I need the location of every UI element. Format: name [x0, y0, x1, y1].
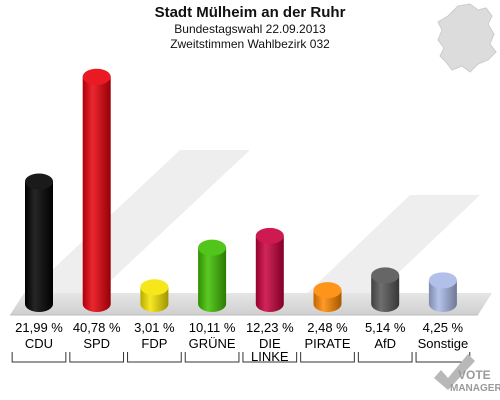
logo-line1: VOTE [458, 368, 491, 382]
chart-floor [10, 293, 492, 315]
chart-subtitle: Bundestagswahl 22.09.2013 [174, 22, 326, 36]
bar-cap [428, 272, 457, 289]
category-label: GRÜNE [188, 336, 236, 351]
bar-afd [371, 267, 400, 312]
bar-pirate [313, 282, 342, 312]
category-label: FDP [141, 336, 168, 351]
category-label: SPD [83, 336, 111, 351]
bar-body [371, 275, 400, 312]
chart-subtitle-2: Zweitstimmen Wahlbezirk 032 [170, 37, 330, 51]
bar-cap [198, 239, 227, 256]
bar-cap [313, 282, 342, 299]
bar-body [25, 181, 53, 312]
bar-die-linke [255, 227, 284, 312]
value-label: 2,48 % [307, 320, 348, 335]
value-label: 4,25 % [422, 320, 464, 335]
bar-cap [82, 68, 111, 85]
votemanager-logo: VOTE MANAGER [434, 354, 500, 394]
category-label: Sonstige [417, 336, 469, 351]
background-stripes [20, 150, 480, 300]
category-bracket [357, 352, 413, 363]
bar-body [82, 76, 111, 312]
logo-line2: MANAGER [450, 383, 500, 394]
chart-title: Stadt Mülheim an der Ruhr [154, 4, 346, 21]
bar-body [198, 247, 227, 312]
value-label: 3,01 % [134, 320, 175, 335]
category-bracket [300, 352, 355, 363]
chart-title-block: Stadt Mülheim an der Ruhr Bundestagswahl… [0, 4, 500, 52]
category-bracket [69, 352, 125, 363]
category-label: CDU [24, 336, 54, 351]
bar-spd [82, 68, 111, 312]
category-bracket [11, 352, 67, 363]
category-bracket [242, 352, 298, 363]
value-label: 5,14 % [364, 320, 406, 335]
bar-cap [25, 173, 53, 190]
category-bracket [184, 352, 240, 363]
bar-body [255, 235, 284, 312]
category-label: PIRATE [304, 336, 351, 351]
bar-fdp [140, 279, 169, 312]
bar-cdu [25, 173, 53, 312]
value-label: 21,99 % [15, 320, 63, 335]
bar-sonstige [428, 272, 457, 312]
bar-body [428, 280, 457, 312]
category-label: AfD [374, 336, 397, 351]
bar-grüne [198, 239, 227, 312]
bar-cap [140, 279, 169, 296]
germany-map-icon [437, 3, 497, 73]
bar-cap [371, 267, 400, 284]
category-bracket [415, 352, 471, 363]
value-label: 12,23 % [245, 320, 294, 335]
category-bracket [127, 352, 182, 363]
value-label: 40,78 % [72, 320, 121, 335]
value-label: 10,11 % [188, 320, 236, 335]
checkmark-icon [434, 354, 475, 390]
category-label: DIE LINKE [251, 336, 289, 364]
bar-cap [255, 227, 284, 244]
